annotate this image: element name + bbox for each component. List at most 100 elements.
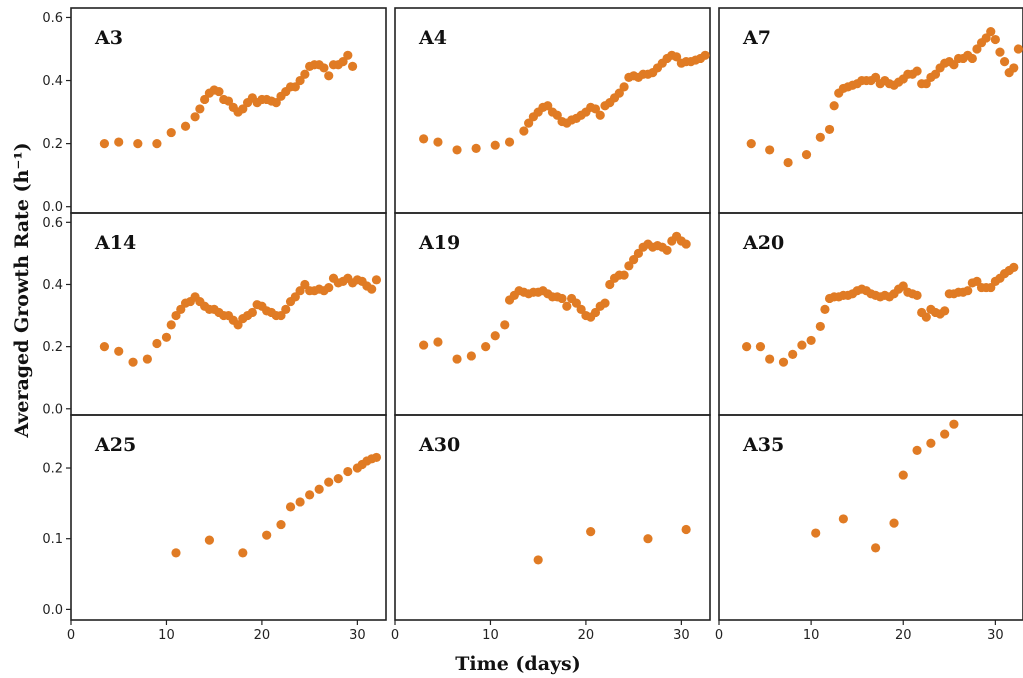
data-point xyxy=(171,310,181,321)
y-tick-label: 0.2 xyxy=(42,462,63,477)
data-point xyxy=(433,137,443,147)
panel-a35: 0 10 20 30 A35 xyxy=(715,414,1023,643)
data-point xyxy=(238,548,248,558)
y-tick-label: 0.4 xyxy=(42,74,63,89)
x-tick-label: 10 xyxy=(482,628,499,643)
data-point xyxy=(152,139,162,149)
data-point xyxy=(433,337,443,347)
data-point xyxy=(295,497,305,507)
panel-a14: 0.0 0.2 0.4 0.6 A14 xyxy=(42,212,387,417)
data-point xyxy=(290,292,300,302)
x-tick-label: 0 xyxy=(391,628,399,643)
data-point xyxy=(765,354,775,364)
data-point xyxy=(921,312,931,322)
data-point xyxy=(742,342,752,352)
data-point xyxy=(371,452,382,463)
data-point xyxy=(214,86,224,97)
data-point xyxy=(576,304,586,314)
data-point xyxy=(746,139,756,149)
data-point xyxy=(233,320,243,330)
data-point xyxy=(295,286,305,296)
data-point xyxy=(1009,262,1019,272)
data-point xyxy=(671,52,682,62)
data-point xyxy=(783,157,793,168)
panel-frame xyxy=(394,414,711,621)
y-tick-label: 0.6 xyxy=(42,11,63,26)
data-point xyxy=(930,69,941,79)
data-point xyxy=(662,245,672,255)
y-tick-label: 0.0 xyxy=(42,603,63,618)
data-point xyxy=(114,137,124,147)
data-point xyxy=(490,331,500,341)
panel-a20: A20 xyxy=(718,212,1023,416)
data-point xyxy=(838,514,848,524)
data-point xyxy=(271,98,281,108)
data-point xyxy=(824,124,835,135)
data-point xyxy=(142,354,152,364)
data-point xyxy=(765,145,775,155)
data-point xyxy=(1009,63,1019,73)
data-point xyxy=(504,137,515,147)
panel-label: A35 xyxy=(742,434,784,456)
data-point xyxy=(343,466,353,477)
data-point xyxy=(319,63,329,73)
y-tick-label: 0.1 xyxy=(42,532,63,547)
data-point xyxy=(619,82,629,92)
data-point xyxy=(871,72,881,82)
data-point xyxy=(912,66,922,76)
data-point xyxy=(972,44,982,54)
data-point xyxy=(967,53,977,64)
data-point xyxy=(963,286,973,296)
panel-label: A20 xyxy=(742,232,784,254)
panel-label: A14 xyxy=(94,232,136,254)
data-point xyxy=(452,145,462,155)
panel-label: A3 xyxy=(94,27,123,49)
x-tick-label: 30 xyxy=(673,628,690,643)
y-axis-label: Averaged Growth Rate (h⁻¹) xyxy=(11,142,33,438)
data-point xyxy=(262,530,272,540)
data-point xyxy=(552,110,562,120)
data-point xyxy=(681,239,691,249)
data-point xyxy=(898,470,908,480)
panel-frame xyxy=(718,414,1023,621)
data-point xyxy=(276,519,286,530)
data-point xyxy=(371,275,382,285)
data-point xyxy=(343,50,353,60)
data-point xyxy=(419,134,429,144)
data-point xyxy=(643,534,653,544)
x-tick-label: 10 xyxy=(158,628,175,643)
data-point xyxy=(300,279,310,290)
data-point xyxy=(912,290,922,300)
data-point xyxy=(99,139,110,149)
data-point xyxy=(281,304,291,314)
y-tick-label: 0.0 xyxy=(42,402,63,417)
data-point xyxy=(912,445,922,455)
data-point xyxy=(305,490,315,500)
data-point xyxy=(590,104,601,114)
data-point xyxy=(755,342,766,352)
data-point xyxy=(300,69,310,79)
data-point xyxy=(681,524,691,535)
data-point xyxy=(633,248,644,258)
data-point xyxy=(166,127,176,138)
data-point xyxy=(285,502,296,512)
data-point xyxy=(367,284,377,294)
data-point xyxy=(176,304,186,314)
x-tick-label: 0 xyxy=(715,628,723,643)
data-point xyxy=(133,139,143,149)
x-tick-label: 20 xyxy=(895,628,912,643)
panel-label: A4 xyxy=(418,27,447,49)
data-point xyxy=(204,535,215,545)
data-point xyxy=(778,357,789,367)
x-tick-label: 10 xyxy=(803,628,820,643)
data-point xyxy=(624,261,634,271)
data-point xyxy=(128,357,138,367)
data-point xyxy=(829,101,839,111)
data-point xyxy=(986,27,996,37)
y-tick-label: 0.4 xyxy=(42,278,63,293)
x-tick-label: 20 xyxy=(254,628,271,643)
data-point xyxy=(700,50,710,60)
y-tick-label: 0.6 xyxy=(42,216,63,231)
data-point xyxy=(238,104,248,114)
data-point xyxy=(452,354,462,364)
